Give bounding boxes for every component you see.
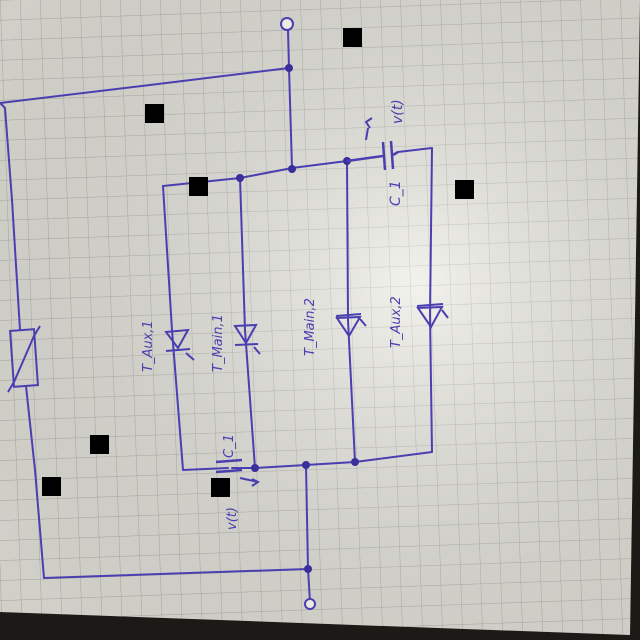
- redactions: [42, 28, 474, 497]
- left-rail: [162, 185, 229, 471]
- thyristor-icon: [335, 313, 367, 338]
- label-c1-top: C_1: [388, 180, 404, 206]
- bottom-rail: [254, 451, 433, 469]
- junction-dot-icon: [251, 464, 259, 472]
- terminal-icon: [280, 17, 294, 31]
- thyristor-icon: [164, 328, 195, 361]
- junction-dot-icon: [351, 458, 359, 466]
- junction-dot-icon: [288, 165, 296, 173]
- varistor-icon: [7, 325, 41, 393]
- outer-left-wire: [0, 67, 290, 104]
- label-v-top: v(t): [390, 99, 406, 124]
- capacitor-icon: [346, 140, 399, 171]
- redaction-box-icon: [42, 477, 61, 496]
- label-aux1: T_Aux,1: [141, 320, 156, 372]
- main2-branch: [346, 160, 356, 463]
- main1-branch: [239, 177, 256, 469]
- thyristor-icon: [416, 303, 449, 329]
- redaction-box-icon: [90, 435, 109, 454]
- top-rail-right: [397, 147, 433, 153]
- label-v-bottom: v(t): [225, 507, 240, 530]
- redaction-box-icon: [145, 104, 164, 123]
- label-main2: T_Main,2: [303, 298, 318, 356]
- label-aux2: T_Aux,2: [389, 296, 404, 348]
- voltage-arrows: [239, 117, 373, 487]
- junctions: [236, 64, 359, 573]
- redaction-box-icon: [189, 177, 208, 196]
- terminal-icon: [304, 598, 316, 610]
- junction-dot-icon: [236, 174, 244, 182]
- junction-dot-icon: [285, 64, 293, 72]
- thyristor-icon: [233, 323, 261, 355]
- outer-left-lower: [25, 385, 309, 579]
- capacitor-icon: [215, 458, 243, 474]
- label-c1-bottom: C_1: [222, 434, 237, 458]
- junction-dot-icon: [302, 461, 310, 469]
- thyristors: [164, 303, 449, 361]
- junction-dot-icon: [304, 565, 312, 573]
- right-rail: [429, 147, 433, 453]
- redaction-box-icon: [211, 478, 230, 497]
- redaction-box-icon: [455, 180, 474, 199]
- label-main1: T_Main,1: [211, 314, 226, 372]
- redaction-box-icon: [343, 28, 362, 47]
- outer-left-vertical: [0, 102, 21, 331]
